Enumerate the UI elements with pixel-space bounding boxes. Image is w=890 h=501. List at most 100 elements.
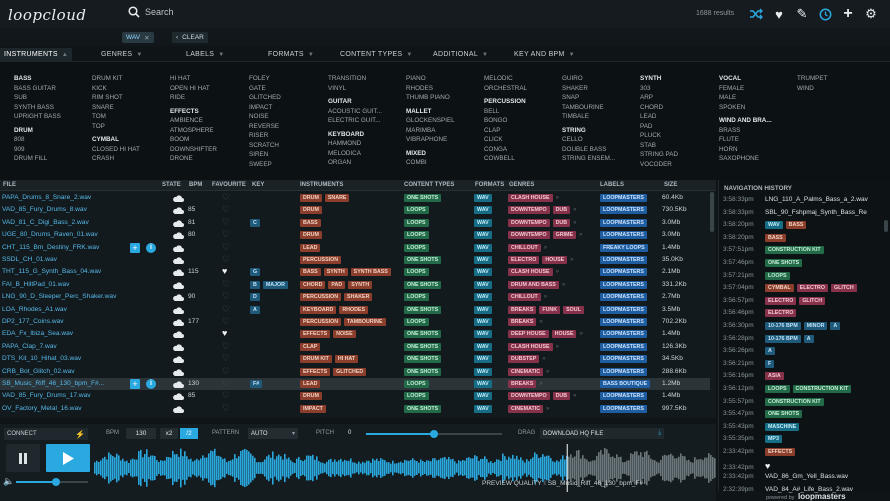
label-tag[interactable]: LOOPMASTERS: [600, 206, 647, 215]
file-name[interactable]: CRB_Bot_Glitch_02.wav: [2, 367, 75, 375]
history-item[interactable]: 2:33:42pm VAD_86_Gm_Yell_Bass.wav: [723, 473, 848, 486]
info-icon[interactable]: i: [146, 379, 156, 389]
more-chevron-icon[interactable]: »: [561, 281, 566, 288]
category-item[interactable]: VIBRAPHONE: [406, 136, 448, 143]
col-genres[interactable]: GENRES: [509, 182, 535, 188]
col-size[interactable]: SIZE: [664, 182, 678, 188]
category-item[interactable]: SAXOPHONE: [719, 155, 759, 162]
category-item[interactable]: PLUCK: [640, 132, 661, 139]
category-heading[interactable]: GUITAR: [328, 98, 352, 105]
format-tag[interactable]: WAV: [474, 380, 492, 388]
category-item[interactable]: COWBELL: [484, 155, 515, 162]
pitch-slider[interactable]: [366, 430, 502, 438]
category-item[interactable]: DRUM FILL: [14, 155, 48, 162]
category-item[interactable]: TRANSITION: [328, 75, 367, 82]
category-item[interactable]: SPOKEN: [719, 103, 746, 111]
tab-formats[interactable]: FORMATS ▼: [268, 51, 314, 58]
category-item[interactable]: CONGA: [484, 145, 508, 153]
genre-tag[interactable]: BREAKS: [508, 380, 537, 388]
category-item[interactable]: DRUM KIT: [92, 75, 123, 82]
history-file-name[interactable]: VAD_84_A#_Life_Bass_2.wav: [765, 485, 854, 493]
tab-content-types[interactable]: CONTENT TYPES ▼: [340, 51, 413, 58]
label-tag[interactable]: LOOPMASTERS: [600, 231, 647, 240]
category-heading[interactable]: MIXED: [406, 149, 426, 157]
col-file[interactable]: FILE: [3, 182, 16, 188]
category-item[interactable]: FEMALE: [719, 84, 745, 92]
category-item[interactable]: PIANO: [406, 75, 426, 82]
instrument-tag[interactable]: PERCUSSION: [300, 293, 342, 302]
half-bpm-button[interactable]: /2: [180, 428, 198, 439]
category-item[interactable]: ELECTRIC GUIT...: [328, 117, 381, 124]
instrument-tag[interactable]: LEAD: [300, 380, 321, 388]
category-heading[interactable]: DRUM: [14, 126, 33, 134]
category-item[interactable]: GLITCHED: [249, 94, 281, 101]
label-tag[interactable]: LOOPMASTERS: [600, 404, 647, 413]
category-heading[interactable]: CYMBAL: [92, 136, 119, 143]
instrument-tag[interactable]: SNARE: [324, 194, 350, 202]
category-item[interactable]: STRING PAD: [640, 151, 679, 158]
favourite-heart-icon[interactable]: ♥: [222, 266, 228, 277]
category-heading[interactable]: KEYBOARD: [328, 130, 365, 138]
instrument-tag[interactable]: BASS: [300, 268, 321, 277]
col-formats[interactable]: FORMATS: [475, 182, 505, 188]
history-tag[interactable]: LOOPS: [765, 385, 790, 393]
history-tag[interactable]: MASCHINE: [765, 422, 800, 431]
key-tag[interactable]: A: [250, 305, 260, 314]
table-row[interactable]: DP2_177_Coins.wav 177 ♡ PERCUSSION TAMBOURIN…: [0, 316, 710, 328]
favourite-heart-icon[interactable]: ♥: [222, 328, 228, 339]
category-heading[interactable]: STRING: [562, 126, 586, 134]
label-tag[interactable]: LOOPMASTERS: [600, 342, 647, 351]
instrument-tag[interactable]: DRUM: [300, 231, 322, 240]
instrument-tag[interactable]: PAD: [328, 280, 346, 289]
file-name[interactable]: LOA_Rhodes_A1.wav: [2, 305, 67, 313]
pause-button[interactable]: [6, 444, 40, 472]
genre-tag[interactable]: DOWNTEMPO: [508, 392, 550, 401]
category-item[interactable]: CELLO: [562, 136, 583, 143]
history-item[interactable]: 3:56:12pm LOOPS CONSTRUCTION KIT: [723, 385, 854, 398]
format-tag[interactable]: WAV: [474, 293, 492, 302]
category-item[interactable]: KICK: [92, 84, 107, 92]
category-item[interactable]: SIREN: [249, 151, 269, 158]
history-item[interactable]: 3:56:46pm ELECTRO: [723, 309, 799, 322]
instrument-tag[interactable]: DRUM: [300, 392, 322, 401]
format-tag[interactable]: WAV: [474, 268, 492, 277]
add-plus-icon[interactable]: +: [843, 5, 853, 22]
label-tag[interactable]: LOOPMASTERS: [600, 194, 647, 202]
category-item[interactable]: IMPACT: [249, 103, 273, 111]
favourite-heart-icon[interactable]: ♡: [222, 378, 231, 388]
file-name[interactable]: LNG_90_D_Sleeper_Perc_Shaker.wav: [2, 293, 117, 301]
category-item[interactable]: BONGO: [484, 117, 508, 124]
label-tag[interactable]: LOOPMASTERS: [600, 256, 647, 264]
more-chevron-icon[interactable]: »: [573, 207, 577, 214]
category-item[interactable]: NOISE: [249, 113, 269, 120]
history-item[interactable]: 3:56:30pm 10-176 BPM MINOR A: [723, 322, 843, 335]
add-to-collection-icon[interactable]: +: [130, 242, 140, 253]
content-type-tag[interactable]: ONE SHOTS: [404, 404, 442, 413]
history-item[interactable]: 3:56:57pm ELECTRO GLITCH: [723, 296, 828, 310]
genre-tag[interactable]: DEEP HOUSE: [508, 330, 549, 339]
table-row[interactable]: OV_Factory_Metal_16.wav ♡ IMPACT ONE SHOTS W…: [0, 403, 710, 415]
category-item[interactable]: MARIMBA: [406, 126, 436, 134]
history-tag[interactable]: MP3: [765, 435, 782, 444]
category-item[interactable]: BELL: [484, 107, 500, 115]
genre-tag[interactable]: DOWNTEMPO: [508, 218, 550, 227]
history-item[interactable]: 3:56:26pm A: [723, 347, 778, 360]
favourite-heart-icon[interactable]: ♡: [222, 303, 231, 314]
instrument-tag[interactable]: PERCUSSION: [300, 318, 342, 326]
content-type-tag[interactable]: ONE SHOTS: [404, 342, 442, 351]
format-tag[interactable]: WAV: [474, 330, 492, 339]
category-item[interactable]: UPRIGHT BASS: [14, 113, 61, 120]
category-item[interactable]: MELODICA: [328, 149, 361, 157]
key-tag[interactable]: F#: [250, 380, 263, 388]
history-tag[interactable]: LOOPS: [765, 271, 790, 280]
volume-icon[interactable]: 🔈: [3, 476, 15, 486]
table-row[interactable]: UGE_80_Drums_Raven_01.wav 80 ♡ DRUM LOOPS WAV…: [0, 229, 710, 241]
category-item[interactable]: DRONE: [170, 155, 193, 162]
key-tag[interactable]: B: [250, 280, 260, 289]
table-row[interactable]: CHT_115_Bm_Destiny_FRK.wav + i ♡ LEAD LOOPS WA…: [0, 242, 710, 254]
history-item[interactable]: 2:33:42pm ♥: [723, 461, 770, 474]
history-tag[interactable]: CONSTRUCTION KIT: [765, 397, 824, 406]
category-item[interactable]: PAD: [640, 122, 653, 130]
favourite-heart-icon[interactable]: ♡: [222, 316, 231, 326]
genre-tag[interactable]: CLASH HOUSE: [508, 342, 553, 351]
